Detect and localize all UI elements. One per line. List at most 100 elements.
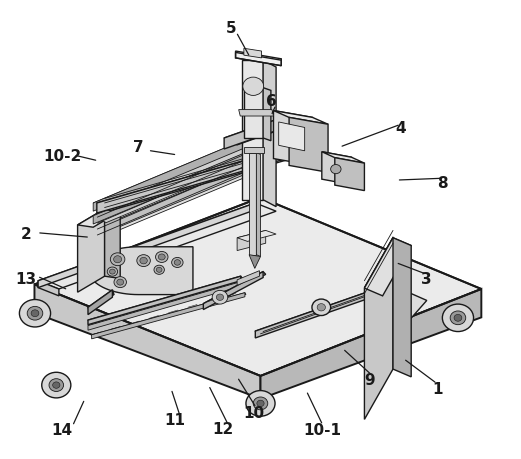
Polygon shape <box>279 122 305 151</box>
Polygon shape <box>263 88 271 141</box>
Circle shape <box>156 267 162 272</box>
Text: 5: 5 <box>226 21 237 36</box>
Polygon shape <box>38 281 59 296</box>
Circle shape <box>114 256 121 263</box>
Polygon shape <box>93 148 255 224</box>
Text: 14: 14 <box>52 423 72 438</box>
Polygon shape <box>224 114 292 149</box>
Polygon shape <box>237 230 276 241</box>
Polygon shape <box>239 110 274 116</box>
Polygon shape <box>224 114 305 145</box>
Text: 13: 13 <box>15 272 36 287</box>
Text: 3: 3 <box>421 272 432 287</box>
Polygon shape <box>393 238 411 377</box>
Circle shape <box>171 257 183 268</box>
Circle shape <box>137 255 151 267</box>
Circle shape <box>31 310 39 317</box>
Polygon shape <box>88 276 241 325</box>
Polygon shape <box>364 238 411 296</box>
Circle shape <box>109 269 115 274</box>
Circle shape <box>53 382 60 388</box>
Polygon shape <box>364 238 393 420</box>
Polygon shape <box>235 51 281 66</box>
Circle shape <box>312 299 331 315</box>
Polygon shape <box>88 290 113 314</box>
Circle shape <box>442 304 474 331</box>
Polygon shape <box>255 283 394 335</box>
Circle shape <box>331 164 341 174</box>
Polygon shape <box>78 209 120 227</box>
Circle shape <box>454 314 462 321</box>
Polygon shape <box>88 282 242 328</box>
Polygon shape <box>256 153 260 257</box>
Polygon shape <box>335 157 364 190</box>
Polygon shape <box>88 276 242 322</box>
Polygon shape <box>93 162 255 238</box>
Circle shape <box>257 400 264 407</box>
Polygon shape <box>93 135 255 211</box>
Polygon shape <box>274 111 328 124</box>
Circle shape <box>110 253 125 266</box>
Polygon shape <box>34 285 260 399</box>
Circle shape <box>216 294 224 301</box>
Circle shape <box>42 372 71 398</box>
Circle shape <box>107 267 118 276</box>
Polygon shape <box>38 203 276 289</box>
Circle shape <box>19 300 51 327</box>
Text: 4: 4 <box>395 121 406 136</box>
Text: 10-2: 10-2 <box>43 149 81 164</box>
Text: 8: 8 <box>437 176 448 191</box>
Polygon shape <box>322 152 352 185</box>
Circle shape <box>243 77 264 95</box>
Polygon shape <box>88 282 241 330</box>
Polygon shape <box>89 247 193 295</box>
Polygon shape <box>289 118 328 172</box>
Polygon shape <box>97 143 307 213</box>
Text: 10: 10 <box>244 406 265 421</box>
Circle shape <box>156 252 168 263</box>
Polygon shape <box>93 135 268 211</box>
Polygon shape <box>274 111 313 165</box>
Circle shape <box>158 254 165 260</box>
Circle shape <box>154 265 164 274</box>
Circle shape <box>317 304 326 311</box>
Polygon shape <box>97 143 320 211</box>
Polygon shape <box>322 152 364 163</box>
Polygon shape <box>93 162 268 235</box>
Polygon shape <box>203 272 266 306</box>
Polygon shape <box>92 293 246 336</box>
Circle shape <box>117 279 123 285</box>
Text: 12: 12 <box>213 422 234 437</box>
Polygon shape <box>249 255 260 269</box>
Circle shape <box>450 311 466 325</box>
Polygon shape <box>78 209 105 292</box>
Polygon shape <box>244 88 263 138</box>
Circle shape <box>174 260 180 265</box>
Text: 2: 2 <box>20 227 31 241</box>
Text: 1: 1 <box>432 382 442 397</box>
Text: 11: 11 <box>164 413 185 428</box>
Polygon shape <box>203 272 263 309</box>
Polygon shape <box>260 289 481 399</box>
Polygon shape <box>249 153 256 255</box>
Circle shape <box>49 379 64 392</box>
Polygon shape <box>375 294 427 341</box>
Text: 9: 9 <box>364 373 375 388</box>
Circle shape <box>27 306 43 320</box>
Polygon shape <box>92 293 245 339</box>
Polygon shape <box>237 230 266 251</box>
Text: 6: 6 <box>266 94 276 109</box>
Polygon shape <box>375 294 411 354</box>
Text: 10-1: 10-1 <box>303 423 341 438</box>
Text: 7: 7 <box>133 140 144 155</box>
Polygon shape <box>105 209 120 279</box>
Polygon shape <box>244 48 262 58</box>
Polygon shape <box>263 60 276 207</box>
Circle shape <box>253 397 268 410</box>
Polygon shape <box>255 283 393 338</box>
Polygon shape <box>242 60 263 200</box>
Polygon shape <box>38 203 255 288</box>
Circle shape <box>246 391 275 416</box>
Polygon shape <box>237 271 259 285</box>
Circle shape <box>114 277 127 288</box>
